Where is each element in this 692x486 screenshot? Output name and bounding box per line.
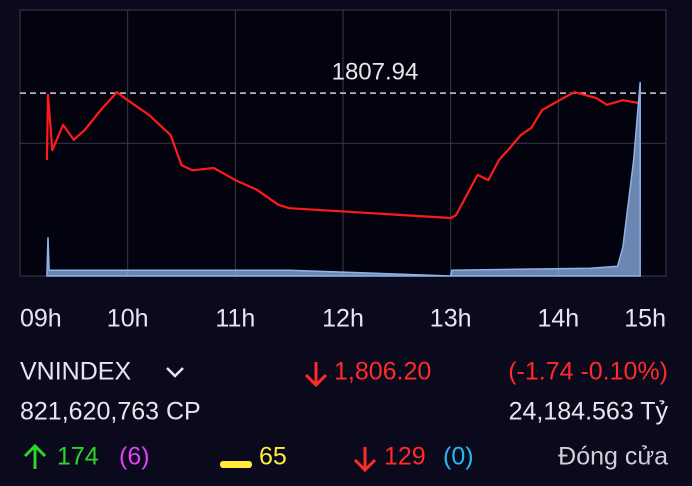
total-volume: 821,620,763 CP (20, 398, 201, 426)
total-value: 24,184.563 Tỷ (509, 398, 669, 426)
x-tick-label: 15h (624, 305, 666, 333)
x-tick-label: 12h (322, 305, 364, 333)
advancers: 174 (57, 443, 99, 471)
unchanged-icon (220, 461, 252, 468)
unchanged-count: 65 (259, 443, 287, 471)
reference-label: 1807.94 (332, 58, 419, 85)
chart: 1807.94 (20, 9, 666, 277)
floor-count: (0) (443, 443, 474, 471)
x-tick-label: 10h (107, 305, 149, 333)
index-price: 1,806.20 (334, 358, 431, 386)
x-tick-label: 13h (430, 305, 472, 333)
x-tick-label: 09h (20, 305, 62, 333)
dropdown-icon[interactable] (166, 367, 184, 378)
x-tick-label: 11h (215, 305, 255, 333)
volume-area (46, 81, 641, 277)
market-status: Đóng cửa (558, 443, 668, 471)
index-change: (-1.74 -0.10%) (508, 358, 668, 386)
decliners: 129 (384, 443, 426, 471)
down-arrow (304, 362, 328, 388)
index-name[interactable]: VNINDEX (20, 358, 131, 386)
down-arrow (353, 447, 377, 473)
ceiling-count: (6) (119, 443, 150, 471)
up-arrow (23, 443, 47, 469)
price-line (45, 91, 640, 220)
x-tick-label: 14h (537, 305, 579, 333)
